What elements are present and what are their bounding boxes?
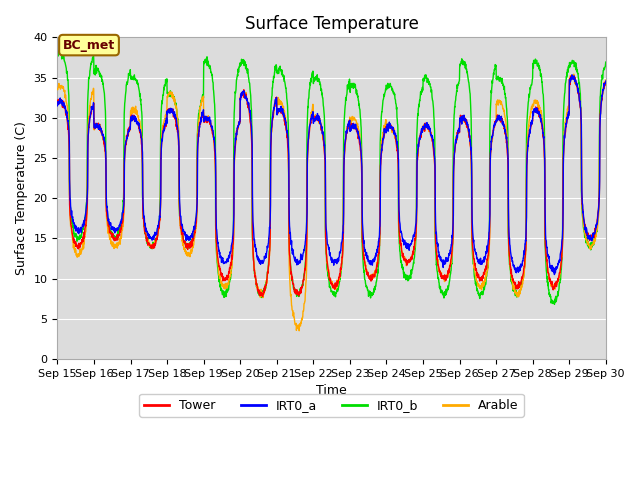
Arable xyxy=(569,73,577,79)
IRT0_a xyxy=(568,72,576,78)
Tower xyxy=(348,121,355,127)
X-axis label: Time: Time xyxy=(316,384,347,397)
Arable xyxy=(360,248,367,253)
IRT0_b xyxy=(348,84,355,90)
Arable xyxy=(207,120,214,126)
Tower xyxy=(569,73,577,79)
IRT0_a xyxy=(491,120,499,126)
IRT0_b xyxy=(54,52,61,58)
Arable xyxy=(570,72,577,77)
Tower xyxy=(207,121,214,127)
IRT0_a xyxy=(207,120,214,125)
IRT0_b xyxy=(491,66,499,72)
Title: Surface Temperature: Surface Temperature xyxy=(244,15,419,33)
Line: Arable: Arable xyxy=(58,74,605,331)
Line: Tower: Tower xyxy=(58,76,605,297)
IRT0_b xyxy=(602,59,609,65)
Tower xyxy=(568,73,576,79)
IRT0_a xyxy=(550,272,558,277)
IRT0_b xyxy=(554,289,561,295)
Text: BC_met: BC_met xyxy=(63,38,115,51)
Arable xyxy=(602,77,609,83)
IRT0_a xyxy=(348,127,355,132)
Arable xyxy=(491,121,499,127)
Arable xyxy=(295,328,303,334)
IRT0_b xyxy=(550,301,558,307)
IRT0_a xyxy=(54,103,61,108)
Legend: Tower, IRT0_a, IRT0_b, Arable: Tower, IRT0_a, IRT0_b, Arable xyxy=(140,394,524,417)
Arable xyxy=(54,86,61,92)
IRT0_a xyxy=(554,264,561,269)
IRT0_a xyxy=(602,78,609,84)
IRT0_a xyxy=(359,234,367,240)
Arable xyxy=(554,279,561,285)
Line: IRT0_a: IRT0_a xyxy=(58,75,605,275)
Tower xyxy=(360,253,367,259)
Tower xyxy=(602,80,609,86)
IRT0_a xyxy=(569,76,577,82)
Arable xyxy=(348,118,355,123)
IRT0_b xyxy=(207,66,214,72)
Line: IRT0_b: IRT0_b xyxy=(58,50,605,304)
Tower xyxy=(259,294,266,300)
Tower xyxy=(554,279,561,285)
IRT0_b xyxy=(55,48,63,53)
IRT0_b xyxy=(360,265,367,271)
Y-axis label: Surface Temperature (C): Surface Temperature (C) xyxy=(15,121,28,275)
Tower xyxy=(54,98,61,104)
Tower xyxy=(491,122,499,128)
IRT0_b xyxy=(569,60,577,66)
